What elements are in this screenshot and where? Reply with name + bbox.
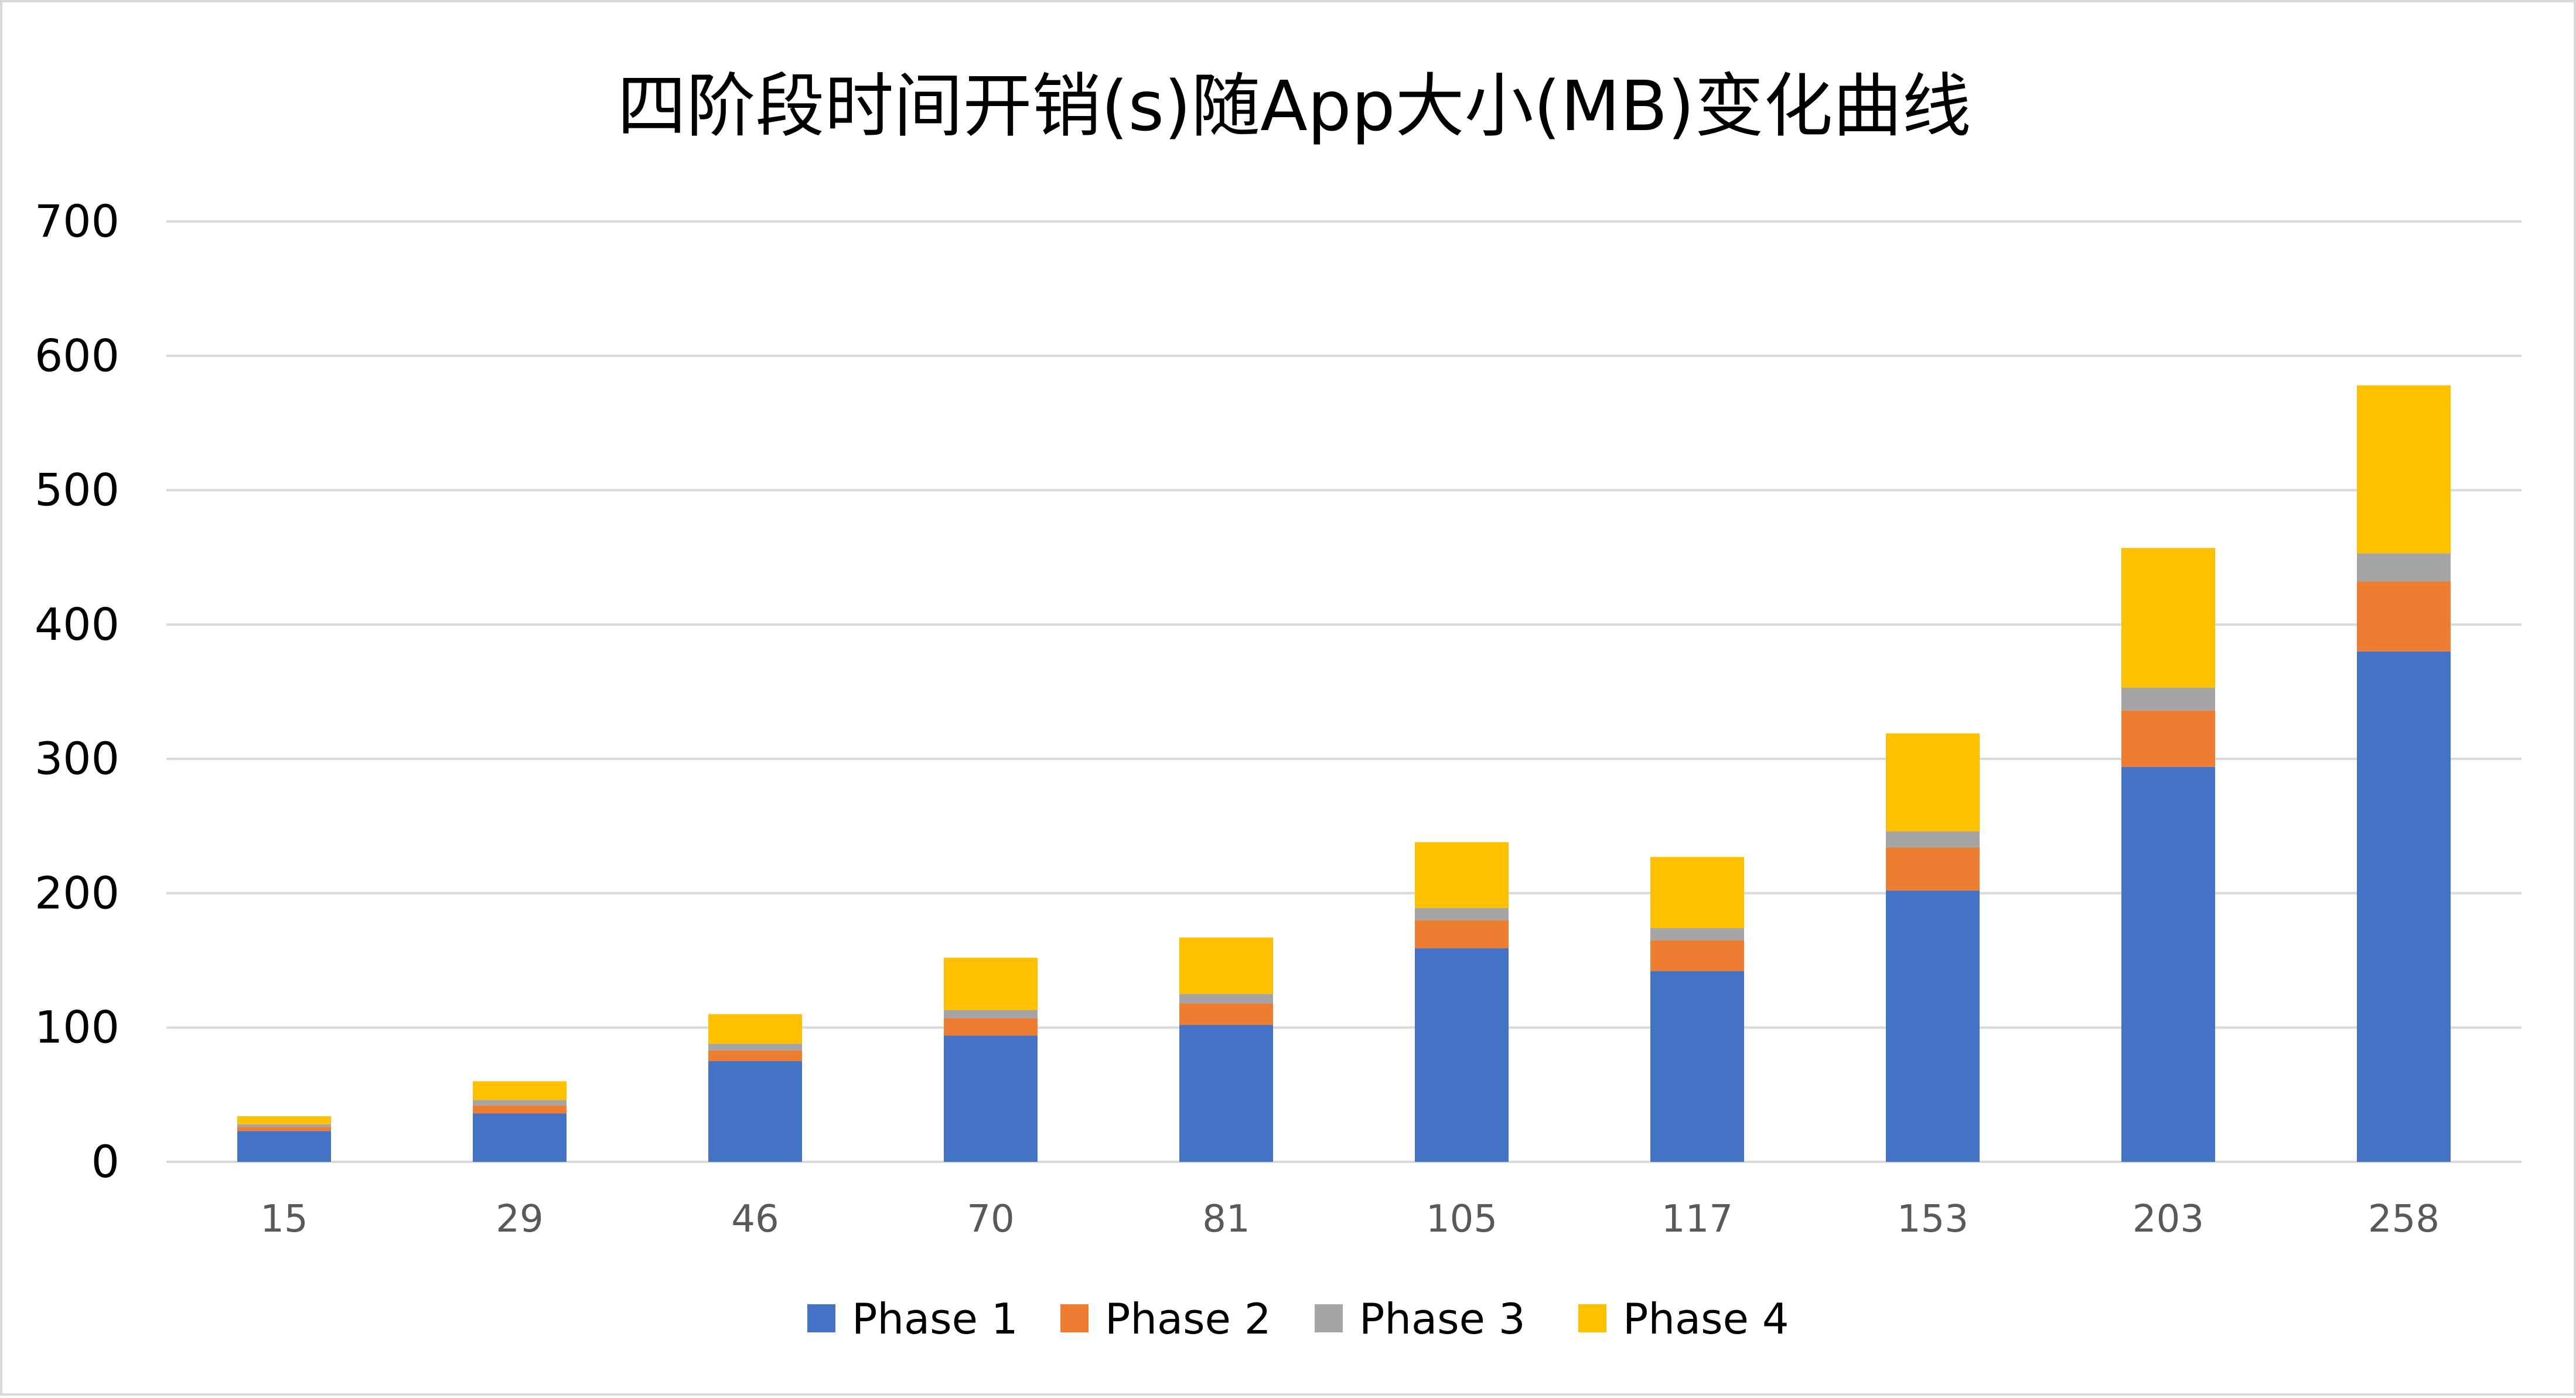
bar-segment-phase-3 (1415, 908, 1509, 920)
legend-label: Phase 1 (852, 1294, 1018, 1344)
bar-segment-phase-4 (1179, 937, 1273, 994)
legend-swatch (1578, 1304, 1606, 1332)
bar-segment-phase-4 (2357, 385, 2451, 554)
x-tick-label: 258 (2368, 1198, 2439, 1241)
bar-segment-phase-2 (708, 1050, 802, 1062)
bar-segment-phase-3 (473, 1100, 567, 1106)
bar-segment-phase-1 (2121, 766, 2215, 1162)
bar-segment-phase-1 (2357, 651, 2451, 1162)
legend-swatch (1315, 1304, 1343, 1332)
bar-segment-phase-3 (1886, 831, 1980, 848)
y-tick-label: 300 (35, 732, 120, 785)
x-tick-label: 105 (1426, 1198, 1497, 1241)
bar-segment-phase-2 (473, 1105, 567, 1114)
bar-segment-phase-1 (237, 1131, 331, 1162)
y-tick-label: 700 (35, 195, 120, 247)
bar-segment-phase-3 (1179, 994, 1273, 1004)
bar-segment-phase-4 (708, 1014, 802, 1044)
legend: Phase 1 Phase 2 Phase 3 Phase 4 (807, 1294, 1789, 1344)
chart-title: 四阶段时间开销(s)随App大小(MB)变化曲线 (617, 66, 1971, 146)
bar-segment-phase-2 (237, 1127, 331, 1131)
gridlines (166, 220, 2522, 1163)
bar-segment-phase-2 (944, 1018, 1038, 1036)
bar-segment-phase-2 (1650, 940, 1744, 971)
legend-label: Phase 4 (1623, 1294, 1789, 1344)
x-tick-label: 29 (496, 1198, 543, 1241)
bar-segment-phase-4 (944, 957, 1038, 1010)
bar-segment-phase-4 (1415, 842, 1509, 908)
y-tick-label: 600 (35, 329, 120, 381)
x-tick-label: 81 (1202, 1198, 1250, 1241)
bar-segment-phase-2 (1415, 920, 1509, 949)
bar-segment-phase-2 (2121, 710, 2215, 767)
bar-segment-phase-2 (2357, 581, 2451, 652)
bar-segment-phase-1 (1415, 948, 1509, 1162)
bar-segment-phase-1 (708, 1061, 802, 1162)
bar-segment-phase-2 (1886, 847, 1980, 891)
y-tick-label: 500 (35, 464, 120, 516)
x-tick-label: 70 (967, 1198, 1014, 1241)
bar-segment-phase-3 (2357, 553, 2451, 582)
y-axis-ticks: 0 100 200 300 400 500 600 700 (35, 195, 120, 1188)
x-tick-label: 153 (1897, 1198, 1968, 1241)
x-tick-label: 46 (731, 1198, 779, 1241)
bar-segment-phase-3 (1650, 928, 1744, 940)
x-tick-label: 15 (260, 1198, 308, 1241)
legend-swatch (1060, 1304, 1089, 1332)
x-tick-label: 117 (1661, 1198, 1733, 1241)
bar-segment-phase-1 (1179, 1025, 1273, 1162)
bar-segment-phase-4 (1886, 733, 1980, 831)
bar-segment-phase-1 (1886, 890, 1980, 1162)
bar-segment-phase-1 (1650, 971, 1744, 1162)
bar-segment-phase-1 (944, 1035, 1038, 1162)
y-tick-label: 0 (91, 1136, 120, 1188)
y-tick-label: 400 (35, 598, 120, 650)
bar-segment-phase-2 (1179, 1003, 1273, 1025)
y-tick-label: 200 (35, 867, 120, 919)
bar-segment-phase-4 (2121, 548, 2215, 688)
bar-segment-phase-4 (1650, 857, 1744, 929)
y-tick-label: 100 (35, 1001, 120, 1053)
legend-label: Phase 3 (1359, 1294, 1526, 1344)
bars (237, 385, 2451, 1162)
bar-segment-phase-1 (473, 1113, 567, 1162)
legend-label: Phase 2 (1105, 1294, 1271, 1344)
bar-segment-phase-3 (944, 1010, 1038, 1018)
x-axis-ticks: 15 29 46 70 81 105 117 153 203 258 (260, 1198, 2439, 1241)
bar-segment-phase-4 (473, 1081, 567, 1100)
legend-swatch (807, 1304, 835, 1332)
bar-segment-phase-3 (237, 1124, 331, 1127)
x-tick-label: 203 (2133, 1198, 2204, 1241)
bar-segment-phase-3 (708, 1044, 802, 1051)
bar-segment-phase-4 (237, 1116, 331, 1124)
bar-segment-phase-3 (2121, 687, 2215, 711)
